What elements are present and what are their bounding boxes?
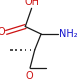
Text: OH: OH xyxy=(25,0,40,7)
Text: NH₂: NH₂ xyxy=(59,29,78,39)
Text: O: O xyxy=(25,71,33,81)
Text: O: O xyxy=(0,27,5,37)
